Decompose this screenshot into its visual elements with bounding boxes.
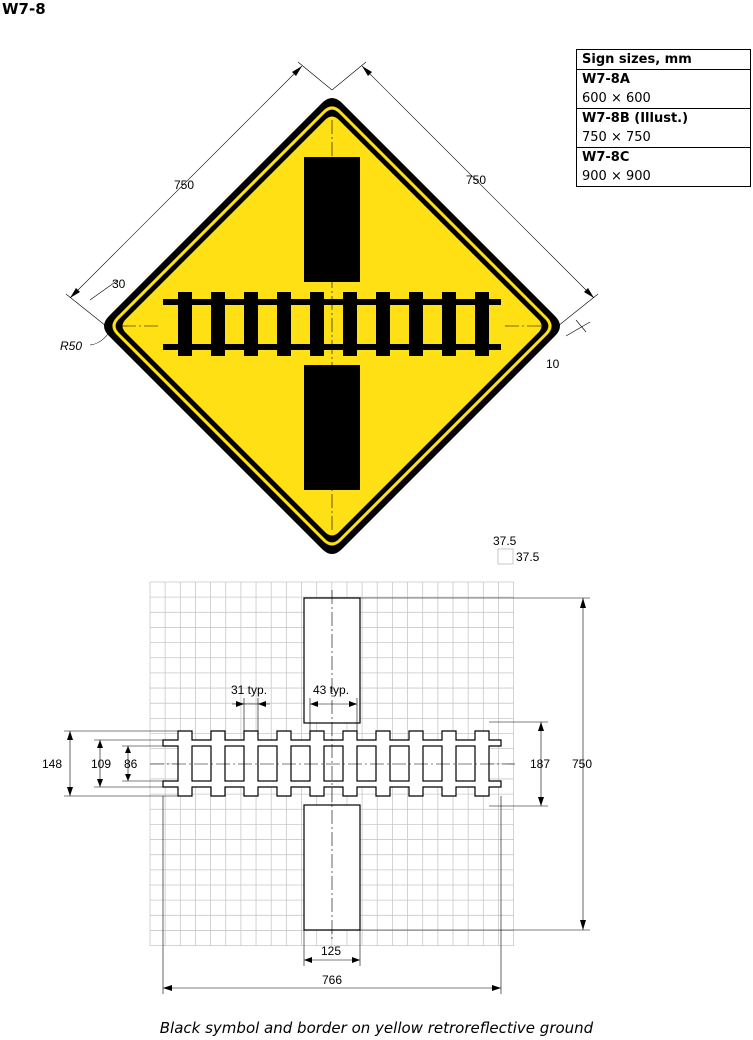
grid-key: 37.5 37.5 [493,534,540,565]
size-value-b: 750 × 750 [577,128,750,148]
grid-dimension-labels: 31 typ. 43 typ. 148 109 86 187 750 125 7… [42,683,592,987]
sign-code: W7-8 [2,0,46,18]
sleepers [178,292,489,356]
grid-key-square [497,548,514,565]
size-label-a: W7-8A [582,72,630,87]
dim-bar-width: 125 [321,944,341,958]
dim-side-left: 750 [174,178,194,192]
size-value-a: 600 × 600 [577,89,750,109]
dim-border-width: 10 [546,357,560,371]
grid-size-b: 37.5 [516,550,540,564]
symbol-outline [162,597,502,931]
warning-sign [104,98,560,554]
size-value-c: 900 × 900 [582,169,651,184]
dim-corner-radius: R50 [60,339,82,353]
caption: Black symbol and border on yellow retror… [159,1019,594,1037]
dim-side-right: 750 [466,173,486,187]
sign-dimensions [65,61,599,346]
sleeper [277,292,291,356]
sign-dim-arrows [70,66,594,298]
road-bar-bottom [304,365,360,490]
sleeper [409,292,423,356]
track-gaps [191,745,476,782]
sleeper [178,292,192,356]
sign-sizes-table: Sign sizes, mm W7-8A 600 × 600 W7-8B (Il… [576,49,751,187]
grid-centre-lines [150,590,515,940]
dim-sleeper-length: 187 [530,757,550,771]
sleeper [343,292,357,356]
dim-rail-mid: 109 [91,757,111,771]
sleeper [442,292,456,356]
size-label-b: W7-8B (Illust.) [582,111,689,126]
dim-border-offset: 30 [112,277,126,291]
dim-sleeper-gap: 43 typ. [313,683,349,697]
sleeper [310,292,324,356]
dim-total-width: 766 [322,973,342,987]
grid-dimension-arrows [67,598,586,991]
dim-rail-inner: 86 [124,757,138,771]
sleeper [244,292,258,356]
dim-sleeper-width: 31 typ. [231,683,267,697]
sleeper [475,292,489,356]
size-label-c: W7-8C [582,150,630,165]
grid-size-a: 37.5 [493,534,517,548]
sizes-title: Sign sizes, mm [577,50,750,70]
dim-rail-outer: 148 [42,757,62,771]
dim-total-height: 750 [572,757,592,771]
sleeper [211,292,225,356]
sleeper [376,292,390,356]
